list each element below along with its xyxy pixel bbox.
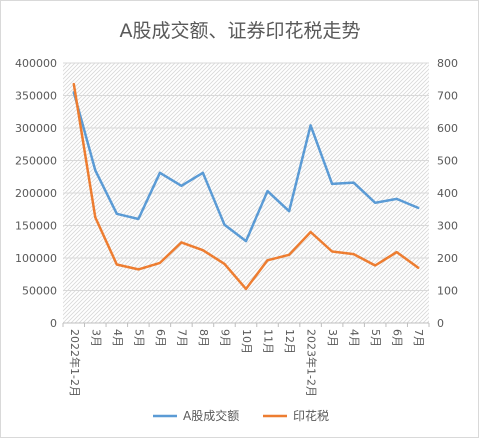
y-left-tick-label: 50000: [22, 285, 57, 298]
y-right-tick-label: 200: [437, 252, 458, 265]
x-tick-label: 8月: [197, 329, 210, 347]
y-left-tick-label: 0: [50, 317, 57, 330]
y-right-tick-label: 500: [437, 155, 458, 168]
y-right-tick-label: 700: [437, 90, 458, 103]
x-tick-label: 6月: [391, 329, 404, 347]
x-tick-label: 3月: [89, 329, 102, 347]
y-left-tick-label: 350000: [15, 90, 57, 103]
x-tick-label: 12月: [283, 329, 296, 354]
y-right-tick-label: 0: [437, 317, 444, 330]
y-left-tick-label: 300000: [15, 122, 57, 135]
x-tick-label: 7月: [412, 329, 425, 347]
x-tick-label: 10月: [240, 329, 253, 354]
x-tick-label: 5月: [369, 329, 382, 347]
y-right-tick-label: 400: [437, 187, 458, 200]
x-tick-label: 4月: [348, 329, 361, 347]
legend-label: 印花税: [293, 408, 329, 423]
y-right-tick-label: 600: [437, 122, 458, 135]
x-tick-label: 3月: [326, 329, 339, 347]
y-left-tick-label: 150000: [15, 220, 57, 233]
x-tick-label: 11月: [262, 329, 275, 354]
legend: A股成交额 印花税: [153, 408, 329, 423]
x-tick-label: 9月: [218, 329, 231, 347]
x-tick-label: 2023年1-2月: [305, 329, 319, 397]
y-left-tick-label: 250000: [15, 155, 57, 168]
y-left-tick-label: 200000: [15, 187, 57, 200]
legend-label: A股成交额: [183, 408, 239, 423]
x-tick-label: 2022年1-2月: [68, 329, 82, 397]
y-right-tick-label: 800: [437, 57, 458, 70]
x-tick-label: 4月: [111, 329, 124, 347]
y-right-tick-label: 100: [437, 285, 458, 298]
chart-title: A股成交额、证券印花税走势: [120, 20, 361, 42]
x-tick-label: 7月: [175, 329, 188, 347]
y-right-tick-label: 300: [437, 220, 458, 233]
x-tick-label: 6月: [154, 329, 167, 347]
y-left-tick-label: 400000: [15, 57, 57, 70]
x-tick-label: 5月: [132, 329, 145, 347]
y-left-tick-label: 100000: [15, 252, 57, 265]
